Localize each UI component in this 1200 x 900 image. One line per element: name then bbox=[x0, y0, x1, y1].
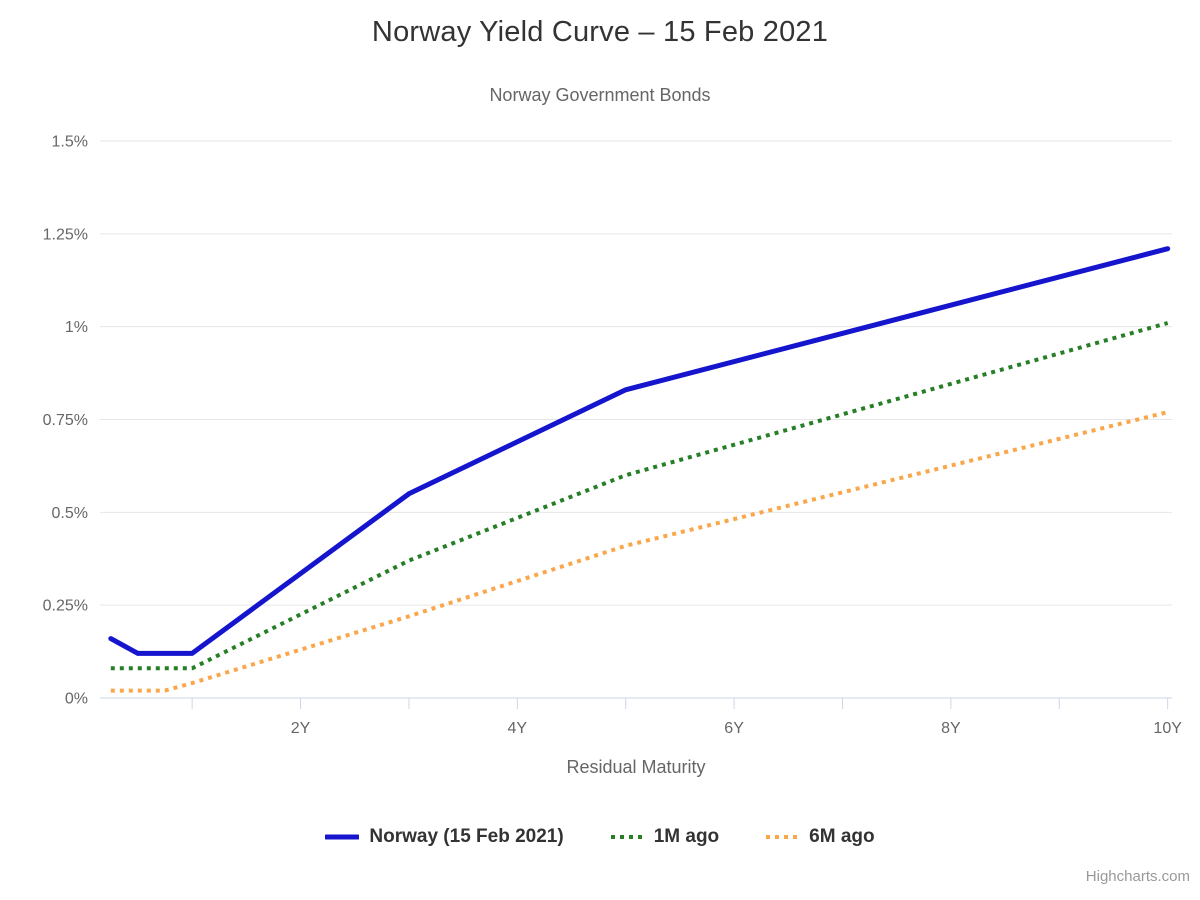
chart-subtitle: Norway Government Bonds bbox=[489, 85, 711, 105]
legend-swatch-2 bbox=[766, 835, 799, 839]
plot-area: 0% 0.25% 0.5% 0.75% 1% 1.25% 1.5% 2Y 4Y 6Y 8Y 10Y bbox=[43, 134, 1183, 738]
legend-label-2: 6M ago bbox=[809, 826, 875, 847]
y-axis-label: 0% bbox=[65, 691, 88, 708]
series-line-0 bbox=[108, 246, 1171, 656]
legend-label-1: 1M ago bbox=[653, 826, 720, 847]
legend: Norway (15 Feb 2021) 1M ago 6M ago bbox=[0, 826, 1200, 848]
x-axis-label: 2Y bbox=[291, 720, 311, 737]
legend-swatch-1 bbox=[610, 835, 643, 839]
legend-item-2[interactable]: 6M ago bbox=[765, 826, 875, 848]
legend-label-0: Norway (15 Feb 2021) bbox=[369, 826, 564, 847]
y-axis-label: 1% bbox=[65, 319, 88, 336]
series-line-2 bbox=[110, 410, 1169, 693]
y-axis-label: 1.25% bbox=[43, 226, 88, 243]
highcharts-credit[interactable]: Highcharts.com bbox=[1085, 868, 1190, 885]
x-axis-title: Residual Maturity bbox=[566, 757, 706, 777]
x-axis-label: 6Y bbox=[724, 720, 744, 737]
legend-swatch-0 bbox=[325, 834, 360, 840]
y-axis-label: 0.75% bbox=[43, 412, 88, 429]
y-axis-label: 0.25% bbox=[43, 598, 88, 615]
legend-item-0[interactable]: Norway (15 Feb 2021) bbox=[325, 826, 564, 848]
x-axis-label: 10Y bbox=[1153, 720, 1182, 737]
series-line-1 bbox=[110, 321, 1169, 671]
x-axis-label: 4Y bbox=[508, 720, 528, 737]
y-axis-label: 0.5% bbox=[52, 505, 88, 522]
x-axis-label: 8Y bbox=[941, 720, 961, 737]
chart-title: Norway Yield Curve – 15 Feb 2021 bbox=[371, 16, 829, 48]
y-axis-label: 1.5% bbox=[52, 134, 88, 151]
legend-item-1[interactable]: 1M ago bbox=[610, 826, 719, 848]
